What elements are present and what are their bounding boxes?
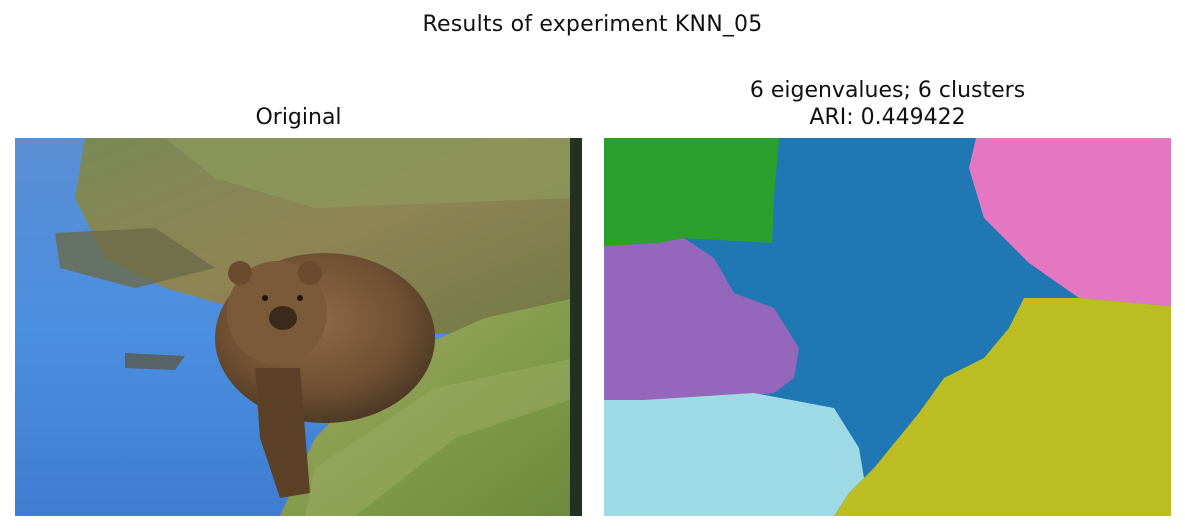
segmentation-map bbox=[604, 138, 1171, 516]
cluster-green-region bbox=[604, 138, 779, 246]
original-image bbox=[15, 138, 582, 516]
cluster-cyan-region bbox=[604, 393, 864, 516]
segmentation-panel-title: 6 eigenvalues; 6 clusters ARI: 0.449422 bbox=[604, 77, 1171, 131]
cluster-pink-region bbox=[969, 138, 1171, 306]
original-panel-title: Original bbox=[255, 105, 342, 130]
cluster-purple-region bbox=[604, 238, 799, 400]
figure-suptitle: Results of experiment KNN_05 bbox=[422, 12, 763, 37]
segmentation-image bbox=[604, 138, 1171, 516]
segmentation-title-line1: 6 eigenvalues; 6 clusters bbox=[749, 78, 1026, 103]
cluster-olive-region bbox=[834, 298, 1171, 516]
segmentation-title-line2: ARI: 0.449422 bbox=[809, 105, 966, 130]
original-photo-drawing bbox=[15, 138, 582, 516]
